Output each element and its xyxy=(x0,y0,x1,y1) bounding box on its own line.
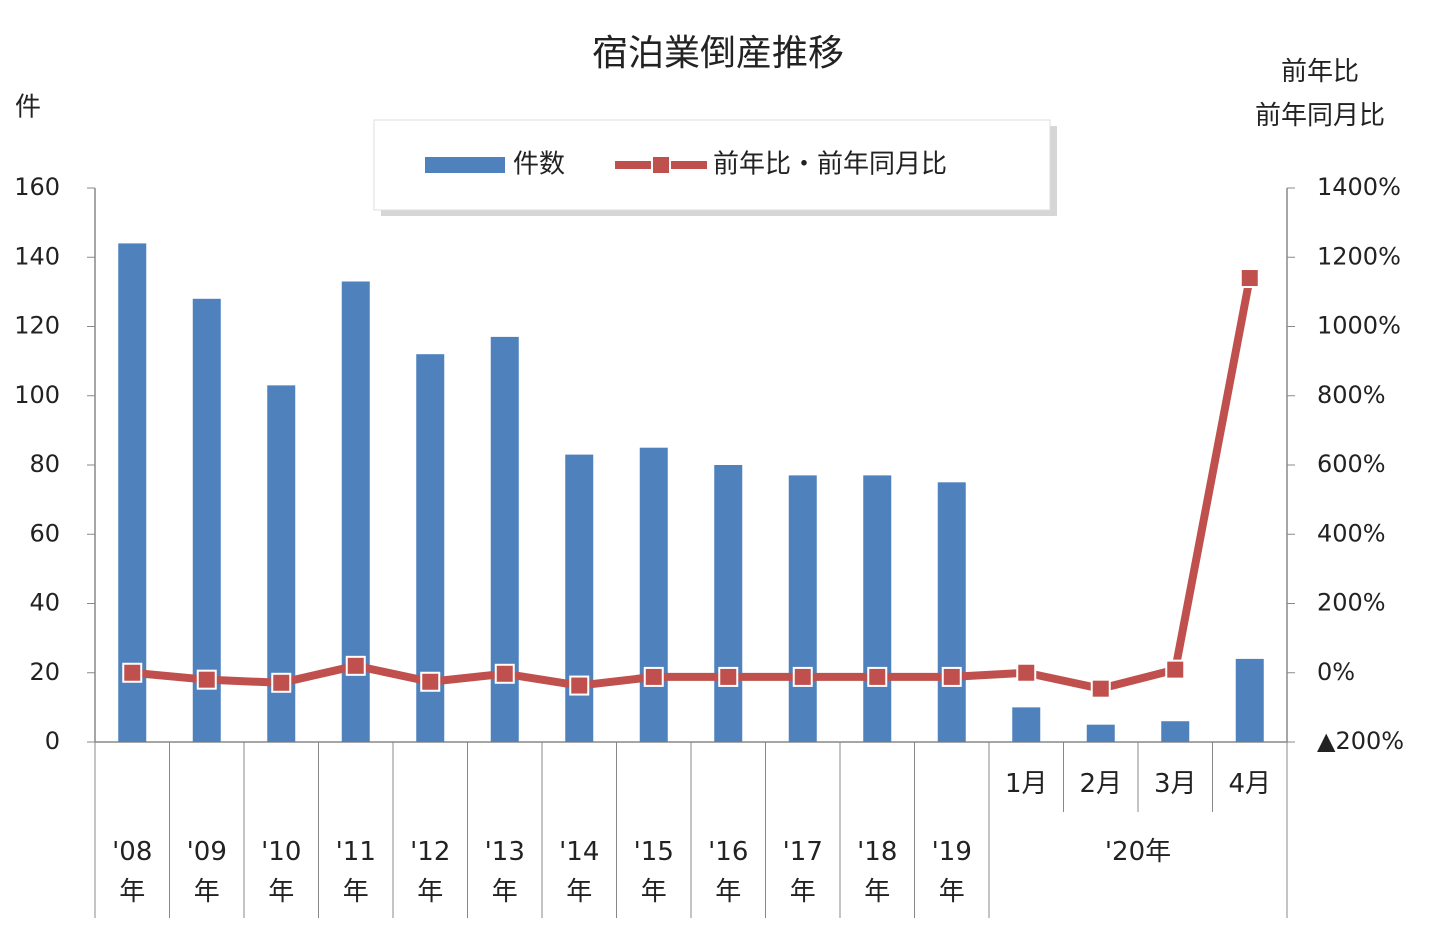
category-group-label: '20年 xyxy=(1104,837,1172,867)
y-axis-label: 件 xyxy=(15,93,41,123)
line-marker xyxy=(196,669,217,690)
x-tick-label: 2月 xyxy=(1079,769,1123,799)
y-tick-label: 40 xyxy=(29,589,60,617)
y2-tick-label: 1400% xyxy=(1317,173,1401,201)
line-marker xyxy=(1016,662,1037,683)
y-tick-label: 140 xyxy=(14,242,60,270)
line-marker xyxy=(643,666,664,687)
y-tick-label: 60 xyxy=(29,519,60,547)
bar xyxy=(1012,707,1041,742)
x-tick-label: 3月 xyxy=(1153,769,1197,799)
y2-tick-label: 200% xyxy=(1317,589,1386,617)
legend-swatch xyxy=(651,155,672,175)
y2-axis-label: 前年比 前年同月比 xyxy=(1254,57,1385,131)
x-tick-label: 1月 xyxy=(1004,769,1048,799)
legend-label: 前年比・前年同月比 xyxy=(713,150,947,180)
line xyxy=(131,277,1254,693)
x-tick-label: '16 年 xyxy=(708,837,749,907)
legend-swatch xyxy=(425,157,505,173)
y-tick-label: 120 xyxy=(14,312,60,340)
bar xyxy=(788,475,817,742)
x-tick-label: '09 年 xyxy=(186,837,227,907)
y2-tick-label: ▲200% xyxy=(1317,727,1404,755)
y-tick-label: 0 xyxy=(45,727,60,755)
x-tick-label: '15 年 xyxy=(633,837,674,907)
line-marker xyxy=(941,666,962,687)
y2-tick-label: 400% xyxy=(1317,519,1386,547)
y2-tick-label: 1000% xyxy=(1317,312,1401,340)
x-tick-label: '17 年 xyxy=(782,837,823,907)
y2-tick-label: 600% xyxy=(1317,450,1386,478)
bar xyxy=(565,454,594,742)
line-marker xyxy=(345,655,366,676)
chart-title: 宿泊業倒産推移 xyxy=(592,33,844,74)
y2-tick-label: 1200% xyxy=(1317,242,1401,270)
y-tick-label: 160 xyxy=(14,173,60,201)
y2-tick-label: 0% xyxy=(1317,658,1355,686)
y-tick-label: 20 xyxy=(29,658,60,686)
x-tick-label: '10 年 xyxy=(261,837,302,907)
line-marker xyxy=(271,672,292,693)
line-marker xyxy=(569,675,590,696)
x-tick-label: '11 年 xyxy=(335,837,376,907)
x-tick-label: '14 年 xyxy=(559,837,600,907)
y-tick-label: 80 xyxy=(29,450,60,478)
bar xyxy=(192,298,221,742)
x-tick-label: 4月 xyxy=(1228,769,1272,799)
bar xyxy=(863,475,892,742)
bar xyxy=(118,243,147,742)
bar xyxy=(1235,658,1264,742)
y2-tick-label: 800% xyxy=(1317,381,1386,409)
x-tick-label: '12 年 xyxy=(410,837,451,907)
bar xyxy=(1161,721,1190,742)
legend-label: 件数 xyxy=(513,150,565,180)
y-tick-label: 100 xyxy=(14,381,60,409)
line-marker xyxy=(1165,659,1186,680)
line-marker xyxy=(867,666,888,687)
bar xyxy=(1086,724,1115,742)
line-marker xyxy=(420,671,441,692)
bar xyxy=(714,465,743,742)
x-tick-label: '18 年 xyxy=(857,837,898,907)
bar xyxy=(937,482,966,742)
line-marker xyxy=(792,666,813,687)
x-tick-label: '08 年 xyxy=(112,837,153,907)
line-marker xyxy=(122,662,143,683)
line-marker xyxy=(494,663,515,684)
bar xyxy=(639,447,668,742)
line-marker xyxy=(1239,268,1260,289)
x-tick-label: '13 年 xyxy=(484,837,525,907)
line-marker xyxy=(718,666,739,687)
x-tick-label: '19 年 xyxy=(931,837,972,907)
line-marker xyxy=(1090,678,1111,699)
